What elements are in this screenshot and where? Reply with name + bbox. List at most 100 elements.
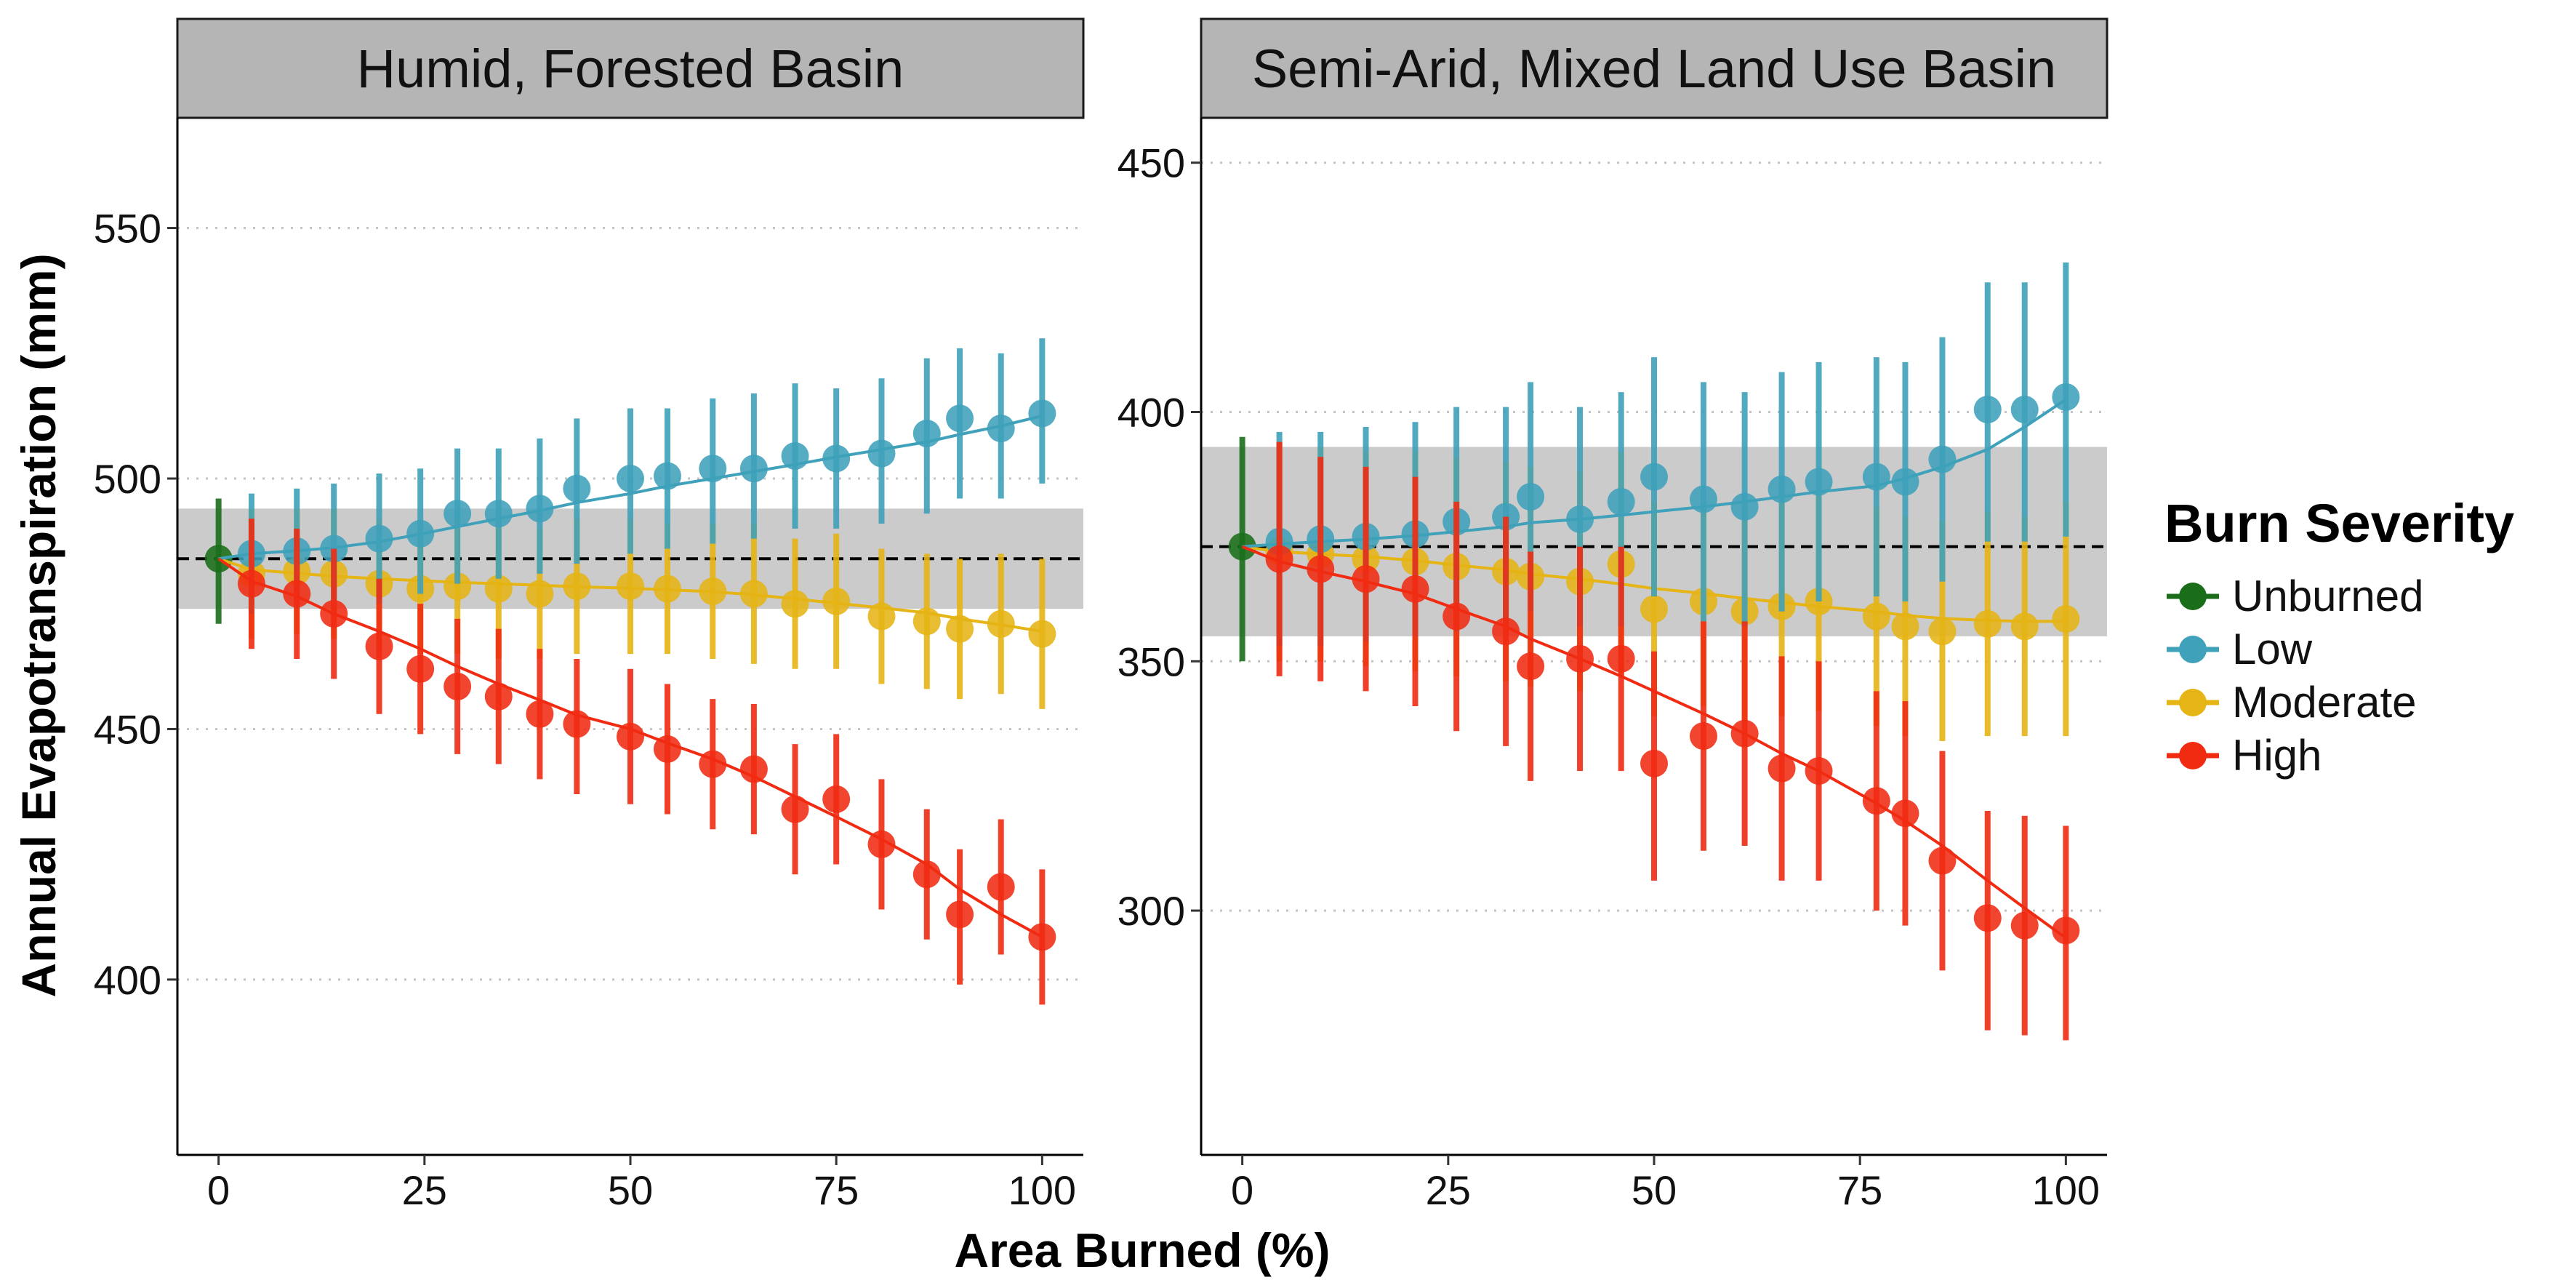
panel-2: Semi-Arid, Mixed Land Use Basin 300 350 400… [1118,17,2108,1213]
data-point [1862,602,1890,631]
data-point [912,860,941,889]
facet-title: Humid, Forested Basin [357,39,904,99]
data-point [563,474,591,503]
legend-key-point [2179,583,2207,610]
data-point [822,785,851,813]
data-point [2010,911,2039,940]
fit-line [1241,545,2067,940]
data-point [444,672,472,700]
data-point [781,442,809,470]
data-point [987,873,1015,901]
data-point [1640,463,1668,491]
data-point [365,632,393,660]
x-tick-label: 75 [814,1167,859,1213]
data-point [867,439,896,468]
data-point [484,500,513,528]
data-point [1443,602,1471,631]
facet-strip [1200,17,2108,119]
y-tick-label: 450 [94,706,161,752]
data-point [1517,483,1545,511]
data-point [1640,595,1668,623]
data-point [444,572,472,601]
y-tick-label: 300 [1118,888,1185,934]
data-point [1607,487,1635,516]
data-point [699,455,727,483]
data-point [1401,575,1429,603]
fit-line [218,414,1043,561]
data-point [526,495,554,523]
data-point [1973,609,2002,638]
y-tick-label: 400 [1118,389,1185,435]
data-point [867,602,896,631]
facet-title: Semi-Arid, Mixed Land Use Basin [1252,39,2056,99]
data-point [1973,396,2002,424]
data-point [781,590,809,618]
data-point [739,455,768,483]
data-point [1928,617,1957,646]
data-point [1352,565,1380,593]
data-point [1028,620,1056,648]
legend-item-high: High [2167,731,2322,780]
x-tick-label: 25 [402,1167,447,1213]
y-tick-label: 350 [1118,639,1185,684]
legend-item-unburned: Unburned [2167,572,2424,620]
data-point [1689,485,1717,513]
data-point [1862,463,1890,491]
data-point [1862,787,1890,815]
data-point [739,580,768,608]
data-point [739,755,768,783]
data-point [1028,399,1056,428]
data-point [526,580,554,608]
series-low [218,338,1056,614]
data-point [699,577,727,605]
data-point [1640,749,1668,777]
data-point [946,900,974,929]
data-point [699,750,727,778]
data-point [912,607,941,636]
x-tick-label: 0 [1231,1167,1253,1213]
data-point [365,524,393,553]
series-high [1241,441,2080,1041]
data-point [2010,396,2039,424]
y-tick-label: 400 [94,957,161,1003]
series-high [217,519,1056,1005]
data-point [653,462,681,490]
data-point [1730,719,1759,748]
data-point [617,465,644,492]
data-point [1768,754,1796,783]
data-point [653,575,681,603]
y-tick-label: 550 [94,206,161,252]
x-tick-label: 50 [608,1167,653,1213]
data-point [987,609,1015,638]
data-point [444,500,472,528]
data-point [1566,505,1594,533]
x-tick-label: 25 [1426,1167,1471,1213]
data-point [1928,847,1957,875]
data-point [526,700,554,728]
legend-key-point [2179,742,2207,769]
data-point [484,575,513,603]
data-point [320,600,348,628]
data-point [1265,545,1293,573]
data-point [1805,468,1833,496]
x-axis-label: Area Burned (%) [954,1223,1330,1277]
data-point [946,404,974,433]
legend-key-point [2179,689,2207,716]
legend-label: Moderate [2232,678,2416,727]
data-point [2052,916,2080,945]
data-point [617,572,644,601]
data-point [563,710,591,738]
data-point [867,830,896,858]
data-point [484,682,513,711]
data-point [237,569,265,598]
x-tick-label: 0 [207,1167,230,1213]
data-point [1607,644,1635,673]
data-point [1028,923,1056,951]
x-tick-label: 100 [1008,1167,1076,1213]
data-point [781,795,809,823]
x-tick-label: 50 [1632,1167,1677,1213]
data-point [2052,605,2080,633]
